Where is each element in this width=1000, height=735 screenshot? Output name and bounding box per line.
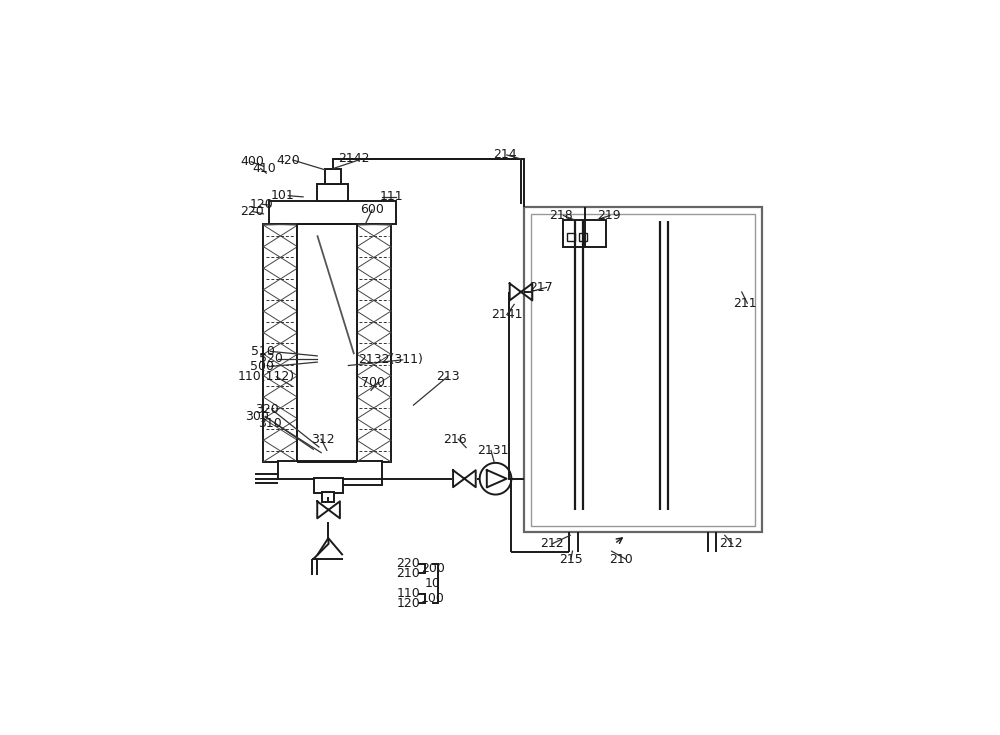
Text: 120: 120: [249, 198, 273, 211]
Text: 700: 700: [361, 376, 385, 389]
Text: 210: 210: [609, 553, 632, 565]
Text: 500: 500: [250, 360, 274, 373]
Text: 200: 200: [421, 562, 445, 576]
Text: 320: 320: [256, 404, 279, 416]
Bar: [297, 224, 357, 462]
Text: 111: 111: [380, 190, 403, 204]
Bar: [567, 233, 575, 241]
Bar: [579, 233, 587, 241]
Text: 2141: 2141: [491, 308, 522, 321]
Text: 400: 400: [241, 155, 265, 168]
Bar: [325, 168, 341, 184]
Text: 212: 212: [719, 537, 743, 551]
Bar: [531, 214, 755, 526]
Bar: [563, 220, 606, 247]
Text: 310: 310: [258, 417, 282, 430]
Bar: [322, 492, 334, 503]
Text: 410: 410: [252, 162, 276, 175]
Text: 2131: 2131: [477, 444, 508, 457]
Bar: [269, 201, 396, 224]
Text: 300: 300: [245, 410, 269, 423]
Text: 215: 215: [559, 553, 583, 565]
Text: 220: 220: [396, 557, 420, 570]
Text: 213: 213: [436, 370, 460, 384]
Text: 216: 216: [443, 433, 467, 445]
Text: 2142: 2142: [338, 152, 370, 165]
Bar: [314, 478, 343, 493]
Text: 110: 110: [396, 587, 420, 600]
Text: 420: 420: [276, 154, 300, 167]
Text: 520: 520: [259, 352, 283, 365]
Bar: [357, 224, 391, 462]
Bar: [317, 184, 348, 201]
Text: 110(112): 110(112): [237, 370, 295, 384]
Text: 312: 312: [311, 433, 335, 445]
Text: 211: 211: [733, 297, 757, 309]
Text: 510: 510: [251, 345, 275, 358]
Text: 212: 212: [540, 537, 563, 551]
Text: 100: 100: [421, 592, 445, 605]
Text: 210: 210: [396, 567, 420, 580]
Text: 120: 120: [396, 597, 420, 610]
Text: 2132(311): 2132(311): [359, 354, 423, 366]
Text: 218: 218: [549, 209, 572, 222]
Bar: [263, 224, 297, 462]
Text: 217: 217: [529, 281, 553, 294]
Text: 101: 101: [271, 189, 295, 202]
Text: 214: 214: [493, 148, 516, 162]
Bar: [278, 461, 382, 478]
Text: 10: 10: [425, 577, 441, 590]
Text: 219: 219: [597, 209, 621, 222]
Text: 600: 600: [360, 204, 384, 216]
Text: 220: 220: [240, 205, 263, 218]
Bar: [524, 207, 762, 532]
